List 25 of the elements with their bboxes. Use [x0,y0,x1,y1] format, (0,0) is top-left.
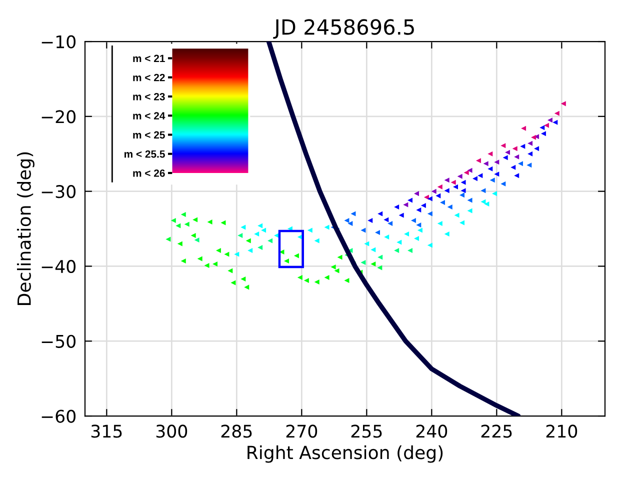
annotation: m < 21 [133,54,165,62]
x-tick-label: 225 [481,424,512,438]
annotation: m < 23 [133,92,165,100]
x-tick-label: 240 [416,424,448,438]
x-tick-label: 255 [351,424,382,438]
annotation: m < 24 [133,112,166,120]
x-axis-title: Right Ascension (deg) [248,445,443,463]
x-tick-label: 210 [546,424,578,438]
x-tick-label: 270 [286,424,318,438]
annotation: m < 25.5 [124,150,165,158]
x-tick-label: 300 [156,424,188,438]
y-tick-label: −40 [42,260,76,274]
annotation: m < 26 [133,169,165,177]
y-tick-label: −30 [42,185,76,198]
chart-title: JD 2458696.5 [273,19,414,39]
x-tick-label: 315 [91,424,122,438]
y-tick-label: −50 [42,334,76,348]
y-tick-label: −10 [42,35,76,48]
y-tick-label: −20 [42,110,76,124]
y-axis-title: Declination (deg) [16,152,34,305]
annotation: m < 25 [133,131,165,139]
annotation: m < 22 [133,74,165,82]
x-tick-label: 285 [221,424,252,438]
line-series [266,42,521,416]
y-tick-label: −60 [42,410,76,423]
